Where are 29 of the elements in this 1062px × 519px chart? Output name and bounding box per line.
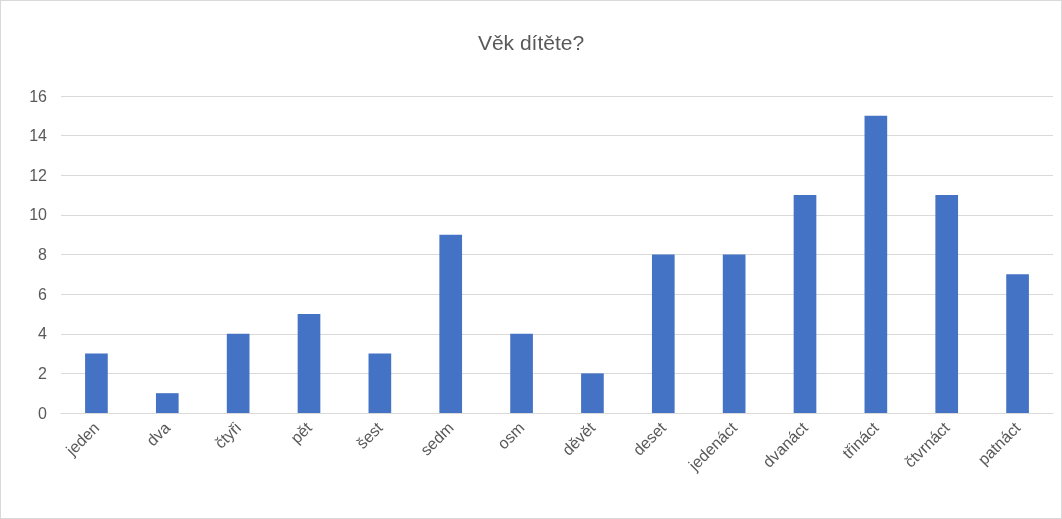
bar [1006,274,1029,413]
bar [864,115,888,413]
y-tick-label: 2 [38,364,48,382]
y-tick-label: 8 [38,246,48,263]
bar [935,195,959,413]
y-tick-label: 0 [38,404,48,422]
y-tick-label: 4 [38,325,48,343]
bar [297,313,321,413]
bar [510,333,533,413]
bar [581,373,604,413]
bar [226,333,250,413]
bar [155,393,179,413]
x-tick-label: čtyři [211,418,245,452]
x-tick-label: šest [353,418,387,452]
bar [439,234,463,413]
bar [85,353,108,413]
bar [651,254,675,413]
bar [722,254,746,413]
y-tick-label: 16 [29,87,48,105]
bar [793,195,817,413]
x-tick-label: pět [287,418,316,447]
y-tick-label: 12 [29,166,48,184]
x-tick-label: dva [143,418,174,450]
y-tick-label: 6 [38,285,48,303]
y-tick-label: 10 [29,206,48,224]
x-tick-label: osm [494,418,528,453]
y-tick-label: 14 [29,127,48,145]
chart-title: Věk dítěte? [477,31,585,54]
bar [368,353,392,413]
